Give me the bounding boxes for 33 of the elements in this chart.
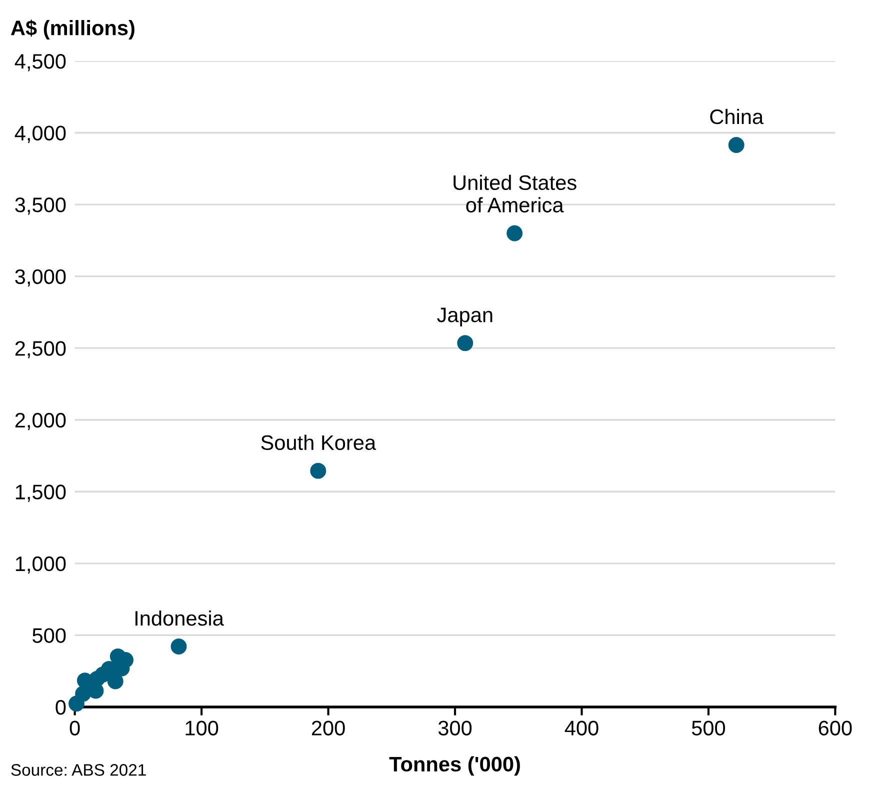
y-tick-label: 3,500 xyxy=(15,198,66,215)
source-note: Source: ABS 2021 xyxy=(11,764,146,776)
point xyxy=(728,136,744,153)
annotation: Japan xyxy=(437,308,492,326)
annotation: China xyxy=(710,108,764,124)
point xyxy=(310,462,326,479)
y-tick-label: 3,000 xyxy=(15,269,66,287)
point xyxy=(506,225,523,242)
x-tick-label: 200 xyxy=(312,720,345,736)
annotation: United States of America xyxy=(454,174,576,212)
annotation: Indonesia xyxy=(135,610,224,626)
y-tick-label: 2,000 xyxy=(15,412,66,430)
y-tick-label: 1,000 xyxy=(16,556,66,574)
y-axis-title: A$ (millions) xyxy=(10,20,134,40)
x-axis-title: Tonnes ('000) xyxy=(389,756,520,776)
y-tick-label: 2,500 xyxy=(15,341,66,358)
x-tick-label: 300 xyxy=(438,720,472,736)
point xyxy=(107,673,124,690)
y-tick-label: 4,000 xyxy=(14,126,66,143)
x-tick-label: 100 xyxy=(186,720,218,736)
point xyxy=(170,638,187,655)
x-tick-label: 400 xyxy=(564,720,598,736)
y-tick-label: 500 xyxy=(32,628,66,643)
annotation: South Korea xyxy=(261,434,376,450)
y-tick-label: 4,500 xyxy=(14,54,66,72)
x-tick-label: 0 xyxy=(70,720,80,736)
point xyxy=(457,335,474,352)
point xyxy=(68,696,84,712)
point xyxy=(76,672,93,689)
x-tick-label: 500 xyxy=(692,720,726,736)
y-tick-label: 0 xyxy=(56,700,66,715)
y-tick-label: 1,500 xyxy=(16,484,66,502)
x-tick-label: 600 xyxy=(818,720,852,736)
